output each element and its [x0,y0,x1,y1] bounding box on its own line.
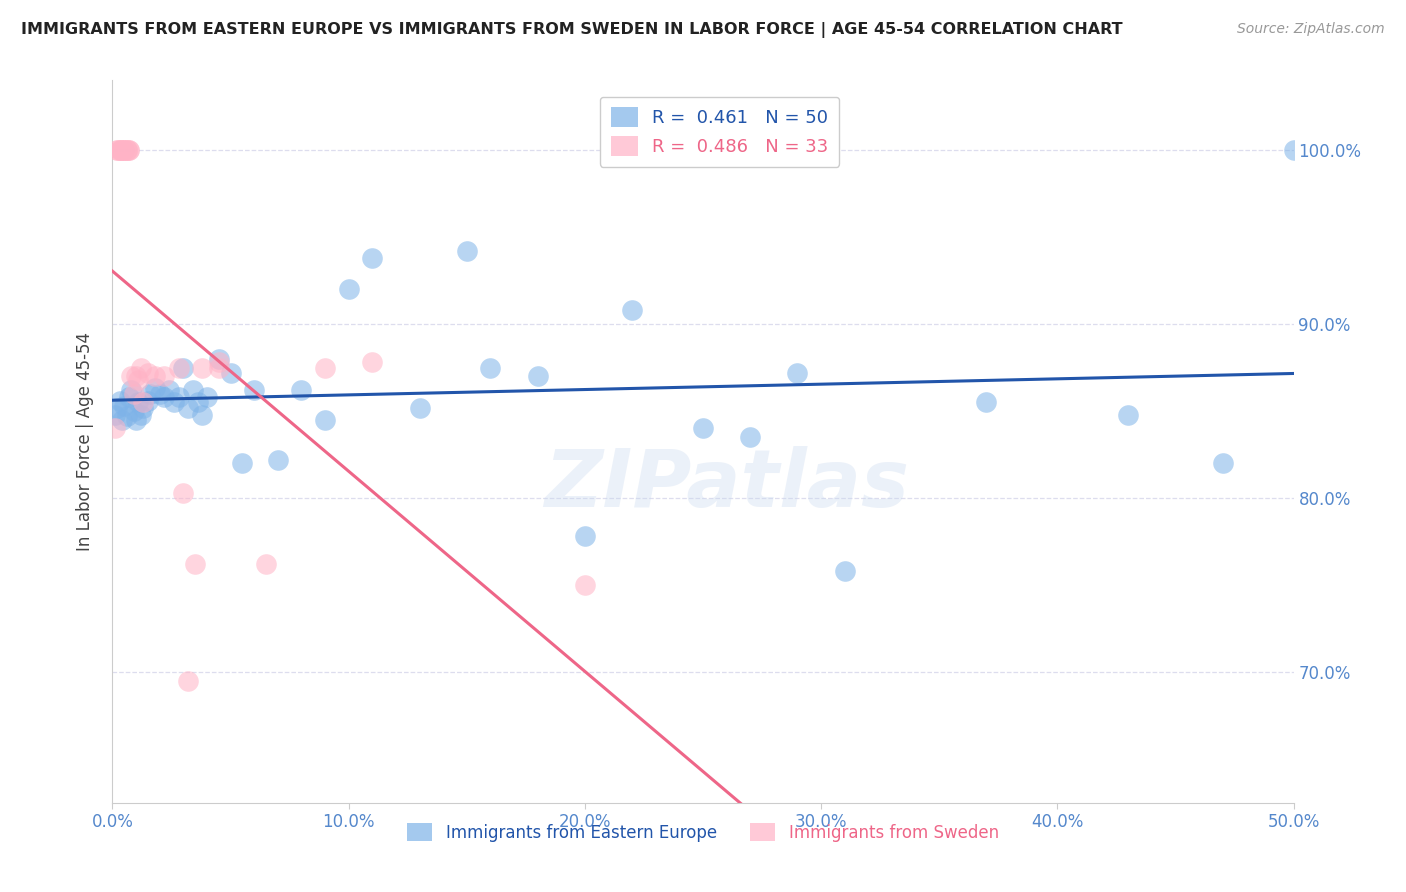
Point [337,282,360,296]
Point [167,360,190,375]
Point [111,143,134,157]
Point [181,383,204,397]
Point [112,143,135,157]
Point [118,143,141,157]
Point [125,413,148,427]
Point [834,564,856,578]
Point [191,360,214,375]
Point [127,373,149,387]
Point [177,401,200,415]
Point [118,143,141,157]
Point [267,452,290,467]
Point [129,360,152,375]
Point [132,395,155,409]
Point [231,456,253,470]
Point [290,383,312,397]
Point [1282,143,1305,157]
Point [105,143,128,157]
Point [104,421,127,435]
Point [243,383,266,397]
Point [105,143,128,157]
Point [786,366,808,380]
Point [125,369,148,384]
Point [456,244,478,258]
Point [479,360,502,375]
Point [208,351,231,366]
Point [153,390,176,404]
Point [153,369,176,384]
Point [149,386,172,401]
Point [112,399,135,413]
Point [184,558,207,572]
Point [1116,408,1139,422]
Point [177,673,200,688]
Point [526,369,548,384]
Point [740,430,762,444]
Point [108,143,131,157]
Point [172,360,194,375]
Point [127,395,149,409]
Point [129,408,152,422]
Point [408,401,430,415]
Point [143,369,166,384]
Point [105,401,128,415]
Point [139,386,162,401]
Point [112,143,135,157]
Point [361,355,384,369]
Point [115,143,138,157]
Point [111,413,134,427]
Point [136,393,159,408]
Point [208,355,231,369]
Point [115,143,138,157]
Point [108,393,131,408]
Point [118,390,141,404]
Point [1212,456,1234,470]
Point [195,390,218,404]
Point [314,360,336,375]
Point [191,408,214,422]
Point [104,408,127,422]
Point [120,369,142,384]
Point [692,421,714,435]
Point [122,386,145,401]
Point [167,390,190,404]
Point [115,409,138,424]
Point [132,401,155,415]
Point [208,360,231,375]
Point [157,383,180,397]
Point [574,578,596,592]
Point [621,303,644,318]
Point [143,381,166,395]
Text: Source: ZipAtlas.com: Source: ZipAtlas.com [1237,22,1385,37]
Point [254,558,277,572]
Point [186,395,208,409]
Y-axis label: In Labor Force | Age 45-54: In Labor Force | Age 45-54 [76,332,94,551]
Point [361,251,384,265]
Point [976,395,998,409]
Point [172,486,194,500]
Point [314,413,336,427]
Point [111,143,134,157]
Text: IMMIGRANTS FROM EASTERN EUROPE VS IMMIGRANTS FROM SWEDEN IN LABOR FORCE | AGE 45: IMMIGRANTS FROM EASTERN EUROPE VS IMMIGR… [21,22,1123,38]
Point [122,404,145,418]
Legend: Immigrants from Eastern Europe, Immigrants from Sweden: Immigrants from Eastern Europe, Immigran… [401,817,1005,848]
Text: ZIPatlas: ZIPatlas [544,446,910,524]
Point [120,383,142,397]
Point [163,395,186,409]
Point [574,529,596,543]
Point [136,366,159,380]
Point [108,143,131,157]
Point [219,366,242,380]
